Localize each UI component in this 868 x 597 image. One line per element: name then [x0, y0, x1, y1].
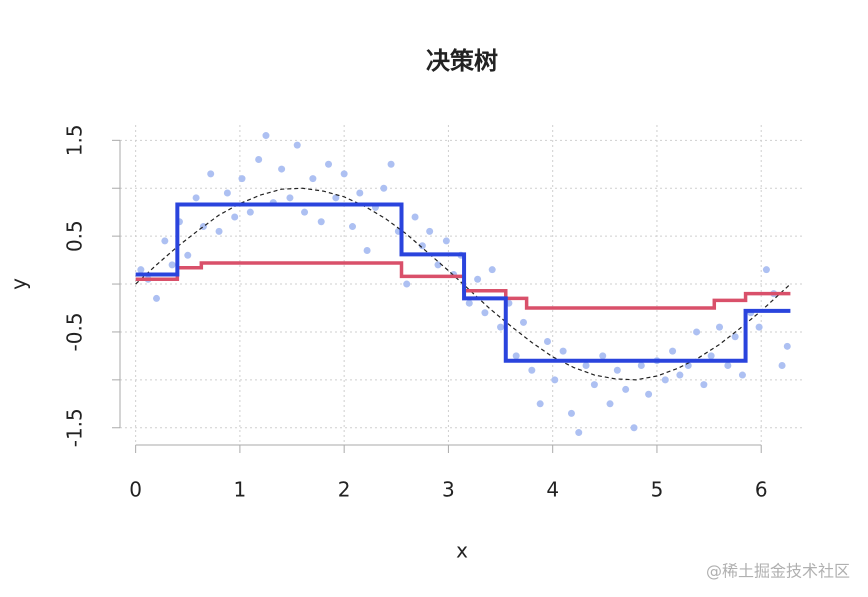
point	[442, 237, 450, 245]
point	[575, 429, 583, 437]
point	[599, 352, 607, 360]
point	[380, 184, 388, 192]
point	[762, 266, 770, 274]
chart-title: 决策树	[426, 47, 498, 75]
point	[286, 194, 294, 202]
point	[528, 366, 536, 374]
point	[693, 328, 701, 336]
point	[262, 132, 270, 140]
point	[661, 376, 669, 384]
point	[349, 223, 357, 231]
point	[403, 280, 411, 288]
point	[755, 323, 763, 331]
y-axis-label: y	[7, 278, 31, 290]
point	[356, 189, 364, 197]
point	[645, 390, 653, 398]
point	[207, 170, 215, 178]
point	[293, 141, 301, 149]
x-tick-label: 1	[234, 478, 247, 502]
point	[536, 400, 544, 408]
point	[161, 237, 169, 245]
point	[184, 251, 192, 259]
point	[168, 261, 176, 269]
point	[519, 318, 527, 326]
point	[363, 247, 371, 255]
point	[716, 323, 724, 331]
point	[474, 275, 482, 283]
point	[700, 381, 708, 389]
point	[192, 194, 200, 202]
point	[676, 371, 684, 379]
point	[231, 213, 239, 221]
point	[215, 227, 223, 235]
point	[246, 208, 254, 216]
point	[309, 175, 317, 183]
watermark: @稀土掘金技术社区	[706, 562, 850, 581]
point	[434, 261, 442, 269]
point	[613, 366, 621, 374]
x-tick-label: 3	[442, 478, 455, 502]
point	[317, 218, 325, 226]
x-tick-label: 5	[651, 478, 664, 502]
point	[637, 361, 645, 369]
point	[426, 227, 434, 235]
point	[512, 352, 520, 360]
point	[707, 352, 715, 360]
point	[622, 385, 630, 393]
point	[590, 381, 598, 389]
point	[731, 333, 739, 341]
point	[465, 299, 473, 307]
point	[738, 371, 746, 379]
step-line	[135, 261, 791, 310]
x-axis-label: x	[456, 539, 468, 563]
point	[340, 170, 348, 178]
y-tick-label: -0.5	[63, 312, 87, 351]
y-tick-label: 0.5	[63, 220, 87, 252]
point	[238, 175, 246, 183]
point	[411, 213, 419, 221]
point	[387, 160, 395, 168]
point	[481, 309, 489, 317]
point	[497, 323, 505, 331]
x-tick-label: 6	[755, 478, 768, 502]
point	[255, 155, 263, 163]
point	[551, 376, 559, 384]
point	[152, 294, 160, 302]
step-line	[135, 202, 791, 363]
y-tick-label: -1.5	[63, 408, 87, 447]
point	[325, 160, 333, 168]
x-tick-label: 0	[129, 478, 142, 502]
point	[301, 208, 309, 216]
x-tick-label: 4	[546, 478, 559, 502]
point	[724, 361, 732, 369]
point	[278, 165, 286, 173]
point	[582, 361, 590, 369]
point	[559, 347, 567, 355]
y-tick-label: 1.5	[63, 124, 87, 156]
point	[783, 342, 791, 350]
point	[137, 266, 145, 274]
x-tick-label: 2	[338, 478, 351, 502]
point	[778, 361, 786, 369]
point	[606, 400, 614, 408]
point	[418, 242, 426, 250]
point	[332, 194, 340, 202]
point	[567, 409, 575, 417]
point	[488, 266, 496, 274]
point	[630, 424, 638, 432]
point	[669, 347, 677, 355]
point	[223, 189, 231, 197]
point	[543, 338, 551, 346]
